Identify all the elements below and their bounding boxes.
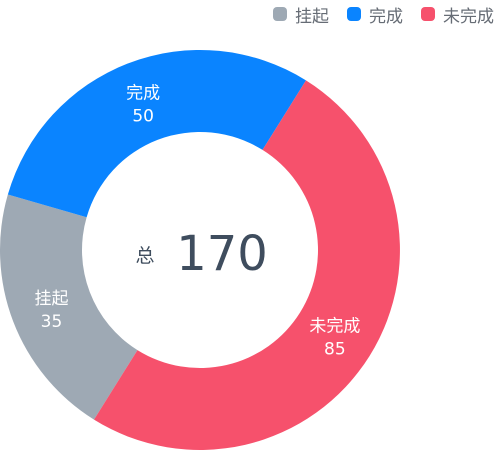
center-total: 总 170 xyxy=(135,226,267,282)
legend-swatch-pending xyxy=(273,7,287,21)
legend-label-pending: 挂起 xyxy=(295,6,329,27)
slice-label-pending: 挂起 xyxy=(35,289,69,309)
legend-item-done[interactable]: 完成 xyxy=(347,2,403,27)
center-total-value: 170 xyxy=(176,226,268,282)
slice-undone[interactable] xyxy=(94,80,400,450)
legend-item-undone[interactable]: 未完成 xyxy=(421,2,494,27)
legend-swatch-undone xyxy=(421,7,435,21)
slice-label-done: 完成 xyxy=(126,84,160,104)
slice-value-pending: 35 xyxy=(41,312,63,332)
slice-label-undone: 未完成 xyxy=(309,316,360,336)
legend-label-undone: 未完成 xyxy=(443,6,494,27)
chart-legend: 挂起 完成 未完成 xyxy=(255,0,494,28)
slice-pending[interactable] xyxy=(0,194,138,420)
legend-swatch-done xyxy=(347,7,361,21)
center-total-prefix: 总 xyxy=(135,245,154,267)
slice-labels: 挂起 35 完成 50 未完成 85 xyxy=(35,84,361,360)
slice-value-undone: 85 xyxy=(324,339,346,359)
legend-item-pending[interactable]: 挂起 xyxy=(273,2,329,27)
slice-done[interactable] xyxy=(7,49,306,218)
donut-slices xyxy=(0,49,400,450)
slice-value-done: 50 xyxy=(132,107,154,127)
legend-label-done: 完成 xyxy=(369,6,403,27)
